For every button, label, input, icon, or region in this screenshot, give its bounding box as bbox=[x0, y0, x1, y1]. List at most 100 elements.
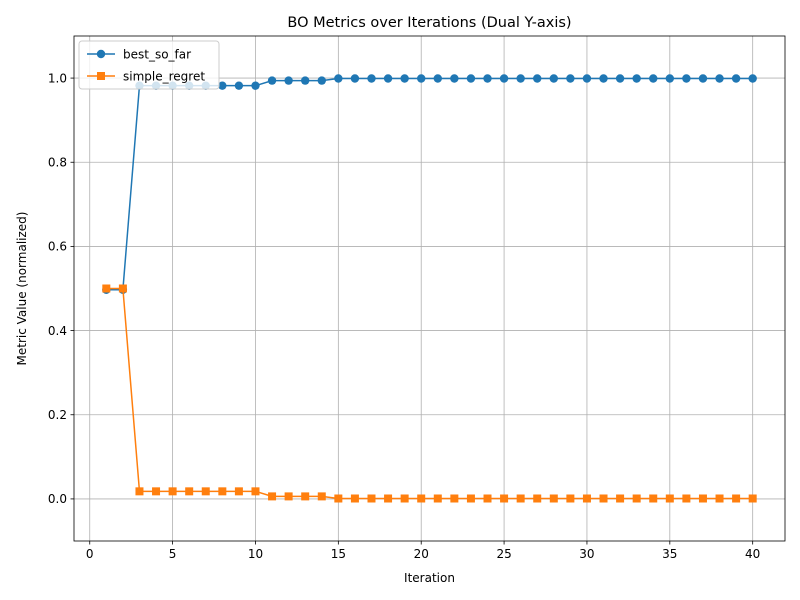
x-axis-label: Iteration bbox=[404, 571, 455, 585]
data-point-simple_regret bbox=[649, 494, 658, 503]
data-point-simple_regret bbox=[317, 492, 326, 501]
data-point-simple_regret bbox=[516, 494, 525, 503]
data-point-best_so_far bbox=[731, 74, 741, 83]
data-point-best_so_far bbox=[234, 81, 244, 90]
data-point-best_so_far bbox=[582, 74, 592, 83]
series-simple_regret bbox=[102, 284, 757, 503]
data-point-simple_regret bbox=[152, 487, 161, 496]
grid bbox=[74, 36, 785, 541]
data-point-best_so_far bbox=[417, 74, 426, 83]
data-point-simple_regret bbox=[466, 494, 475, 503]
data-point-simple_regret bbox=[549, 494, 558, 503]
x-tick-label: 10 bbox=[248, 547, 263, 561]
data-point-best_so_far bbox=[649, 74, 658, 83]
legend-entry-best_so_far: best_so_far bbox=[87, 47, 191, 61]
data-point-simple_regret bbox=[582, 494, 591, 503]
legend-entries: best_so_far simple_regret bbox=[87, 47, 205, 83]
y-tick-label: 0.8 bbox=[48, 156, 67, 170]
data-point-simple_regret bbox=[616, 494, 625, 503]
y-tick-label: 0.4 bbox=[48, 324, 67, 338]
data-point-simple_regret bbox=[334, 494, 343, 503]
data-point-best_so_far bbox=[516, 74, 525, 83]
legend: best_so_far simple_regret bbox=[78, 40, 220, 90]
data-point-best_so_far bbox=[682, 74, 691, 83]
x-tick-label: 25 bbox=[496, 547, 511, 561]
legend-entry-simple_regret: simple_regret bbox=[87, 69, 205, 83]
legend-label: simple_regret bbox=[123, 69, 205, 83]
data-point-best_so_far bbox=[367, 74, 376, 83]
chart-title: BO Metrics over Iterations (Dual Y-axis) bbox=[287, 15, 571, 31]
data-point-simple_regret bbox=[483, 494, 492, 503]
data-point-best_so_far bbox=[433, 74, 442, 83]
data-point-simple_regret bbox=[268, 492, 277, 501]
y-axis-label: Metric Value (normalized) bbox=[15, 212, 29, 366]
data-point-simple_regret bbox=[135, 487, 144, 496]
data-point-simple_regret bbox=[350, 494, 359, 503]
data-point-best_so_far bbox=[599, 74, 608, 83]
x-tick-label: 30 bbox=[579, 547, 594, 561]
data-point-simple_regret bbox=[632, 494, 641, 503]
data-point-best_so_far bbox=[499, 74, 509, 83]
data-point-best_so_far bbox=[383, 74, 393, 83]
data-point-simple_regret bbox=[566, 494, 575, 503]
data-point-best_so_far bbox=[715, 74, 724, 83]
legend-marker bbox=[97, 72, 105, 80]
data-point-best_so_far bbox=[533, 74, 542, 83]
data-point-best_so_far bbox=[566, 74, 575, 83]
data-point-simple_regret bbox=[168, 487, 177, 496]
data-point-best_so_far bbox=[483, 74, 492, 83]
x-tick-label: 40 bbox=[745, 547, 760, 561]
x-tick-label: 15 bbox=[331, 547, 346, 561]
data-point-best_so_far bbox=[317, 76, 326, 85]
data-point-simple_regret bbox=[102, 284, 111, 293]
y-tick-label: 0.2 bbox=[48, 408, 67, 422]
data-point-best_so_far bbox=[334, 74, 343, 83]
data-point-best_so_far bbox=[665, 74, 675, 83]
data-point-simple_regret bbox=[284, 492, 293, 501]
data-point-best_so_far bbox=[284, 76, 293, 85]
data-point-simple_regret bbox=[251, 487, 260, 496]
x-tick-label: 0 bbox=[86, 547, 94, 561]
data-point-best_so_far bbox=[549, 74, 559, 83]
data-point-simple_regret bbox=[417, 494, 426, 503]
data-point-best_so_far bbox=[632, 74, 641, 83]
x-tick-label: 20 bbox=[414, 547, 429, 561]
y-tick-label: 0.0 bbox=[48, 492, 67, 506]
data-point-simple_regret bbox=[433, 494, 442, 503]
data-point-simple_regret bbox=[201, 487, 210, 496]
data-point-best_so_far bbox=[450, 74, 459, 83]
data-point-best_so_far bbox=[615, 74, 625, 83]
data-point-best_so_far bbox=[300, 76, 310, 85]
data-point-best_so_far bbox=[400, 74, 409, 83]
x-tick-label: 5 bbox=[169, 547, 177, 561]
data-point-simple_regret bbox=[732, 494, 741, 503]
data-point-simple_regret bbox=[748, 494, 757, 503]
data-point-simple_regret bbox=[665, 494, 674, 503]
legend-frame bbox=[78, 40, 220, 90]
data-point-simple_regret bbox=[185, 487, 194, 496]
data-point-simple_regret bbox=[384, 494, 393, 503]
data-point-best_so_far bbox=[251, 81, 260, 90]
data-point-simple_regret bbox=[118, 284, 127, 293]
data-point-simple_regret bbox=[599, 494, 608, 503]
data-point-simple_regret bbox=[218, 487, 227, 496]
data-point-simple_regret bbox=[715, 494, 724, 503]
data-point-best_so_far bbox=[218, 81, 227, 90]
data-point-simple_regret bbox=[533, 494, 542, 503]
data-point-best_so_far bbox=[748, 74, 757, 83]
data-point-simple_regret bbox=[682, 494, 691, 503]
axes: 0 5 10 15 20 25 30 35 40 0.0 0.2 0.4 0.6 0.8 1.0 bbox=[48, 35, 786, 561]
plot-frame bbox=[73, 35, 786, 542]
data-point-best_so_far bbox=[698, 74, 708, 83]
data-point-simple_regret bbox=[400, 494, 409, 503]
x-tick-label: 35 bbox=[662, 547, 677, 561]
data-point-best_so_far bbox=[267, 76, 277, 85]
data-point-simple_regret bbox=[234, 487, 243, 496]
data-point-simple_regret bbox=[301, 492, 310, 501]
data-point-simple_regret bbox=[500, 494, 509, 503]
series-line-simple_regret bbox=[106, 287, 753, 500]
data-point-simple_regret bbox=[698, 494, 707, 503]
legend-label: best_so_far bbox=[123, 47, 191, 61]
